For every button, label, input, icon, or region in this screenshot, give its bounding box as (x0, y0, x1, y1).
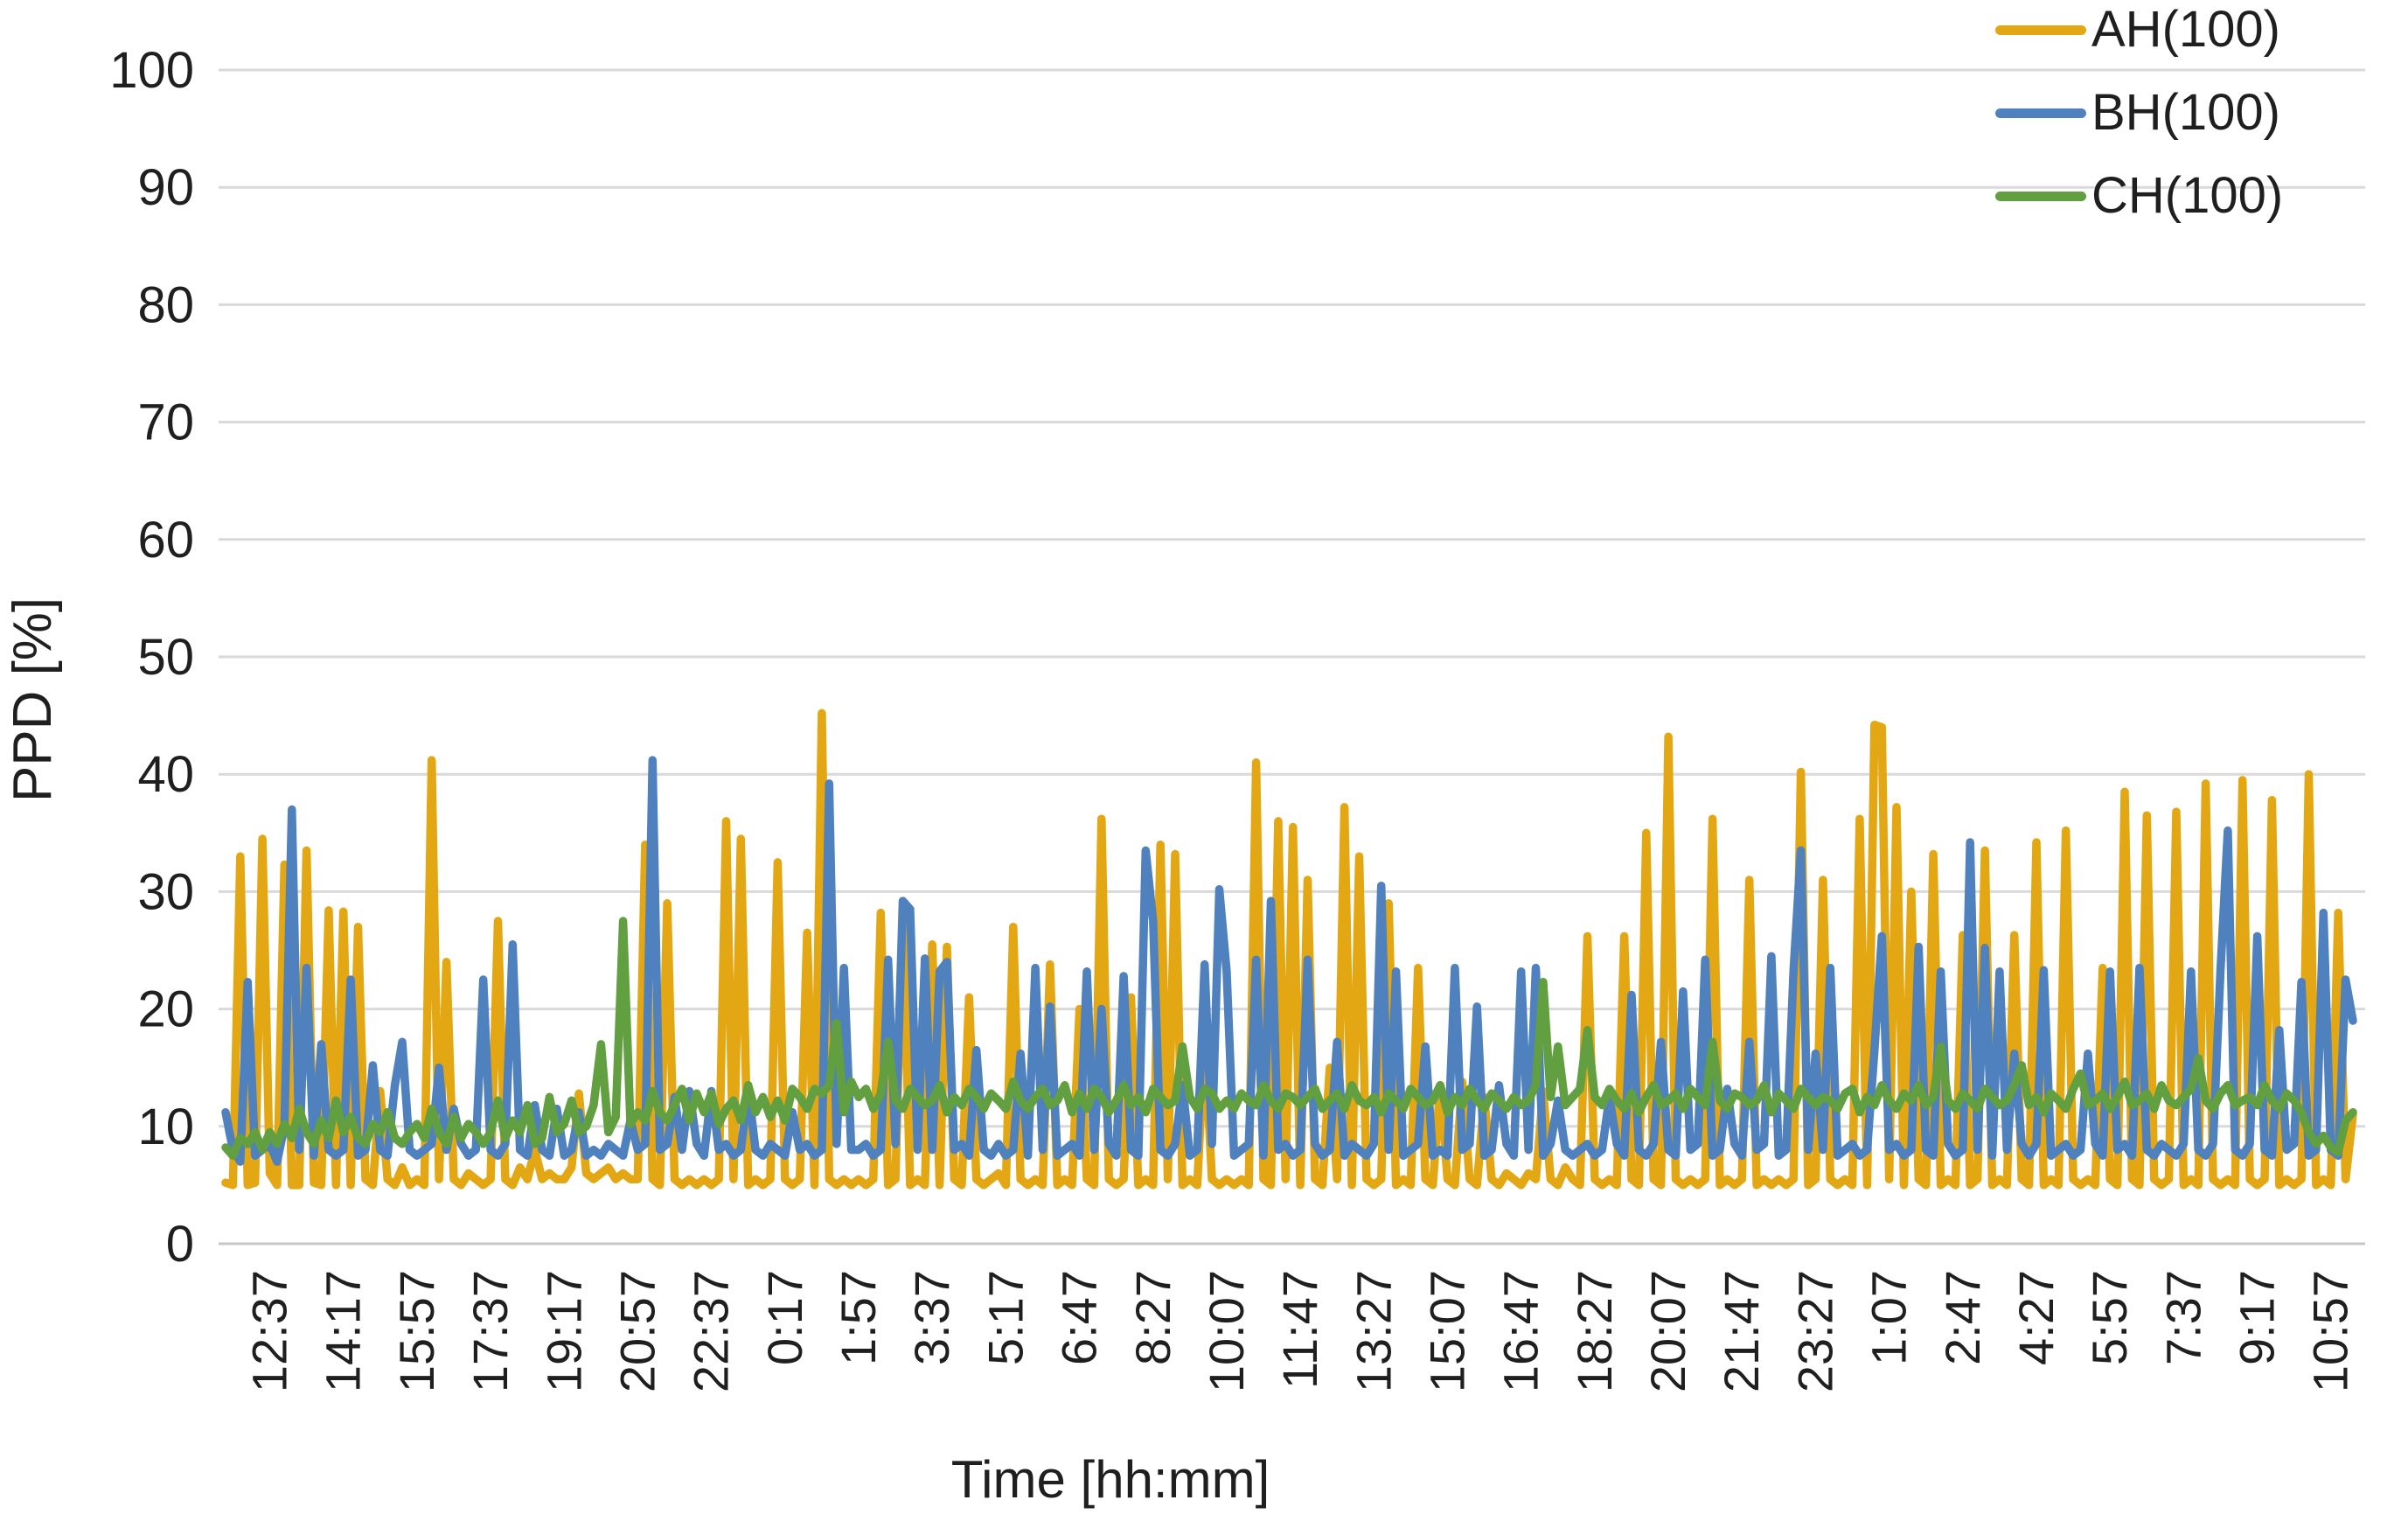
x-tick-label-16:47: 16:47 (1493, 1270, 1548, 1392)
x-tick-label-10:07: 10:07 (1199, 1270, 1254, 1392)
x-tick-label-4:27: 4:27 (2008, 1270, 2064, 1365)
y-tick-label-80: 80 (137, 276, 194, 333)
x-tick-label-1:57: 1:57 (831, 1270, 886, 1365)
legend-label-ch: CH(100) (2091, 167, 2284, 224)
y-tick-label-10: 10 (137, 1099, 194, 1155)
x-tick-label-22:37: 22:37 (684, 1270, 739, 1392)
y-axis-tick-labels: 0 10 20 30 40 50 60 70 80 90 100 (109, 42, 194, 1273)
legend: AH(100) BH(100) CH(100) (1995, 2, 2283, 251)
x-tick-label-5:17: 5:17 (978, 1270, 1033, 1365)
x-tick-label-9:17: 9:17 (2230, 1270, 2285, 1365)
y-tick-label-70: 70 (137, 394, 194, 451)
legend-item-ah: AH(100) (1995, 2, 2283, 58)
y-tick-label-100: 100 (109, 42, 194, 99)
legend-swatch-ah (1995, 24, 2086, 35)
x-tick-label-5:57: 5:57 (2082, 1270, 2137, 1365)
y-tick-label-30: 30 (137, 863, 194, 920)
x-tick-label-0:17: 0:17 (757, 1270, 812, 1365)
y-tick-label-20: 20 (137, 981, 194, 1038)
series-line-CH(100) (221, 917, 2357, 1161)
x-tick-label-18:27: 18:27 (1567, 1270, 1622, 1392)
x-tick-label-3:37: 3:37 (904, 1270, 959, 1365)
x-tick-label-8:27: 8:27 (1125, 1270, 1180, 1365)
x-axis-tick-labels: 12:37 14:17 15:57 17:37 19:17 20:57 22:37 0:17 1… (242, 1270, 2358, 1392)
x-tick-label-7:37: 7:37 (2155, 1270, 2210, 1365)
x-tick-label-15:57: 15:57 (389, 1270, 444, 1392)
legend-label-ah: AH(100) (2091, 1, 2280, 58)
x-tick-label-21:47: 21:47 (1714, 1270, 1769, 1392)
x-tick-label-2:47: 2:47 (1935, 1270, 1990, 1365)
y-tick-label-0: 0 (166, 1216, 194, 1273)
x-tick-label-13:27: 13:27 (1346, 1270, 1401, 1392)
y-tick-label-50: 50 (137, 629, 194, 686)
x-tick-label-1:07: 1:07 (1862, 1270, 1917, 1365)
legend-item-bh: BH(100) (1995, 85, 2283, 141)
legend-label-bh: BH(100) (2091, 84, 2280, 141)
legend-item-ch: CH(100) (1995, 168, 2283, 224)
x-tick-label-11:47: 11:47 (1272, 1270, 1327, 1389)
y-tick-label-40: 40 (137, 746, 194, 803)
x-tick-label-12:37: 12:37 (242, 1270, 297, 1392)
x-tick-label-15:07: 15:07 (1420, 1270, 1475, 1392)
legend-swatch-ch (1995, 191, 2086, 201)
x-tick-label-17:37: 17:37 (463, 1270, 518, 1392)
series-line-AH(100) (221, 708, 2357, 1190)
x-tick-label-20:07: 20:07 (1640, 1270, 1695, 1392)
x-tick-label-20:57: 20:57 (609, 1270, 665, 1392)
x-tick-label-10:57: 10:57 (2303, 1270, 2358, 1392)
y-axis-title: PPD [%] (3, 597, 63, 802)
x-tick-label-14:17: 14:17 (316, 1270, 371, 1392)
x-tick-label-19:17: 19:17 (536, 1270, 591, 1392)
x-tick-label-23:27: 23:27 (1787, 1270, 1842, 1392)
legend-swatch-bh (1995, 108, 2086, 118)
series-lines (221, 708, 2357, 1190)
y-tick-label-90: 90 (137, 159, 194, 216)
y-tick-label-60: 60 (137, 512, 194, 569)
x-tick-label-6:47: 6:47 (1052, 1270, 1107, 1365)
x-axis-title: Time [hh:mm] (951, 1450, 1270, 1509)
